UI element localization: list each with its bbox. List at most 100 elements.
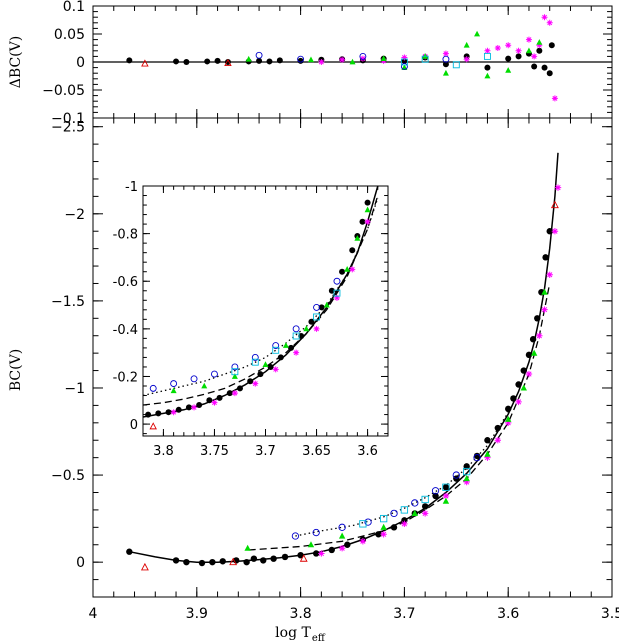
data-point-filled-circle	[172, 557, 180, 564]
inset-panel: 3.8 3.75 3.7 3.65 3.6 0 -0.2 -0.4 -0.6 -0.8 -1	[113, 180, 389, 459]
fit-curve-dotted	[143, 197, 379, 397]
data-point-open-circle	[390, 509, 398, 518]
data-point-filled-triangle	[354, 235, 361, 241]
data-point-filled-triangle	[349, 58, 356, 65]
data-point-filled-circle	[267, 363, 274, 370]
data-point-open-circle	[359, 52, 367, 60]
data-point-filled-circle	[277, 354, 284, 361]
data-point-open-square	[421, 495, 429, 504]
data-point-asterisk	[380, 531, 387, 538]
data-point-filled-circle	[505, 405, 512, 413]
data-point-asterisk	[463, 56, 470, 63]
x-axis-label-main: log T	[275, 625, 311, 641]
y-tick-label: −2	[64, 207, 85, 223]
data-point-filled-triangle	[401, 64, 408, 70]
y-tick-label: 0.1	[63, 0, 85, 15]
data-point-filled-triangle	[307, 541, 315, 548]
data-point-filled-circle	[173, 58, 180, 65]
data-point-open-square	[251, 358, 259, 366]
data-point-asterisk	[515, 47, 522, 54]
data-point-filled-circle	[390, 524, 398, 531]
data-point-filled-triangle	[170, 387, 177, 394]
y-tick-label: 0.05	[54, 27, 85, 43]
data-point-filled-triangle	[323, 301, 330, 308]
data-point-filled-circle	[196, 402, 203, 409]
data-point-asterisk	[551, 95, 558, 102]
data-point-open-square	[379, 514, 388, 523]
data-point-asterisk	[359, 538, 367, 545]
data-point-open-circle	[442, 55, 450, 63]
data-point-asterisk	[484, 47, 491, 54]
data-point-filled-circle	[494, 424, 502, 432]
data-point-open-square	[292, 332, 300, 340]
data-point-open-circle	[431, 487, 440, 495]
data-point-open-triangle	[299, 554, 308, 562]
data-point-asterisk	[318, 59, 325, 65]
data-point-filled-circle	[247, 378, 254, 385]
x-tick-label: 3.6	[357, 444, 378, 459]
data-point-open-circle	[291, 532, 300, 540]
data-point-filled-triangle	[541, 288, 548, 295]
data-point-filled-circle	[298, 333, 305, 339]
data-point-filled-circle	[548, 42, 555, 49]
data-point-open-circle	[473, 454, 481, 462]
y-tick-label: -0.6	[113, 275, 138, 290]
data-point-asterisk	[525, 370, 533, 378]
data-point-asterisk	[554, 184, 562, 191]
panel-background	[143, 186, 388, 436]
data-point-filled-triangle	[344, 266, 351, 272]
x-tick-label: 3.75	[200, 444, 229, 459]
data-point-open-square	[452, 61, 460, 69]
data-point-filled-circle	[185, 404, 192, 411]
data-point-filled-circle	[432, 492, 439, 500]
x-axis-label-sub: eff	[312, 633, 326, 643]
data-point-asterisk	[551, 228, 559, 235]
data-point-filled-circle	[510, 395, 517, 402]
data-point-asterisk	[293, 349, 300, 356]
y-tick-label: -0.2	[113, 370, 138, 385]
data-point-open-circle	[231, 363, 239, 371]
data-point-filled-triangle	[364, 206, 371, 213]
data-point-filled-circle	[473, 452, 481, 460]
data-point-filled-triangle	[520, 384, 527, 391]
data-point-open-circle	[251, 353, 259, 361]
data-point-asterisk	[338, 545, 346, 552]
x-tick-label: 3.7	[393, 606, 415, 622]
data-point-asterisk	[536, 42, 543, 49]
data-point-filled-circle	[375, 531, 382, 538]
data-point-asterisk	[494, 45, 501, 51]
main-panel: 4 3.9 3.8 3.7 3.6 3.5 0 −0.5 −1 −1.5 −2 −2.5	[51, 117, 619, 622]
data-point-filled-circle	[276, 57, 283, 64]
data-point-asterisk	[442, 492, 450, 500]
data-point-asterisk	[505, 419, 512, 427]
data-point-filled-circle	[198, 559, 206, 567]
data-point-asterisk	[536, 332, 543, 339]
data-point-asterisk	[170, 409, 177, 416]
data-point-filled-circle	[421, 503, 429, 510]
data-point-open-square	[483, 52, 491, 60]
data-point-open-triangle	[224, 58, 232, 66]
data-point-open-square	[333, 289, 341, 297]
data-point-asterisk	[401, 54, 408, 61]
data-point-filled-triangle	[536, 39, 543, 45]
x-tick-label: 4	[89, 606, 98, 622]
data-point-filled-triangle	[303, 325, 310, 332]
data-point-filled-circle	[536, 47, 543, 54]
data-point-filled-circle	[243, 558, 250, 566]
x-tick-label: 3.65	[302, 444, 331, 459]
x-tick-label: 3.9	[186, 606, 208, 622]
data-point-filled-circle	[442, 61, 449, 68]
data-point-filled-triangle	[442, 69, 449, 76]
data-point-open-triangle	[550, 200, 559, 209]
data-point-filled-triangle	[530, 349, 538, 356]
data-point-filled-triangle	[245, 55, 252, 62]
data-point-filled-circle	[165, 409, 172, 416]
data-point-asterisk	[318, 550, 325, 557]
data-point-asterisk	[364, 218, 371, 225]
x-tick-label: 3.5	[601, 606, 619, 622]
data-point-filled-triangle	[484, 72, 491, 79]
data-point-filled-circle	[126, 57, 133, 64]
data-point-filled-circle	[515, 53, 522, 60]
y-tick-label: -0.4	[113, 323, 138, 338]
data-point-filled-circle	[281, 553, 289, 561]
